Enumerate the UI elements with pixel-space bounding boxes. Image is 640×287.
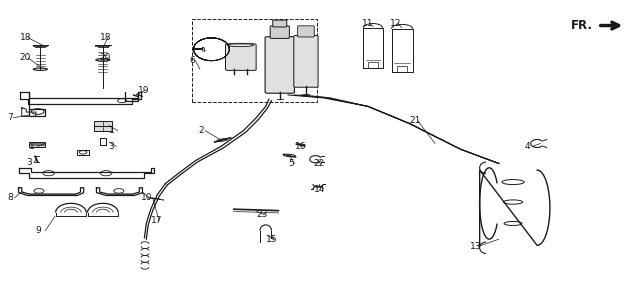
Text: 2: 2: [198, 126, 204, 135]
Text: 20: 20: [100, 53, 111, 62]
FancyBboxPatch shape: [294, 36, 318, 87]
Text: 11: 11: [362, 19, 373, 28]
Text: 19: 19: [138, 86, 150, 95]
Text: 14: 14: [314, 185, 325, 194]
Text: 1: 1: [29, 142, 35, 151]
Text: 20: 20: [20, 53, 31, 62]
Text: 6: 6: [189, 56, 195, 65]
FancyBboxPatch shape: [94, 121, 112, 125]
Text: 23: 23: [256, 210, 268, 219]
Text: 8: 8: [7, 193, 13, 202]
Text: 15: 15: [266, 235, 277, 244]
Text: 10: 10: [141, 193, 153, 202]
Text: 9: 9: [36, 226, 42, 235]
Text: 18: 18: [100, 33, 111, 42]
FancyBboxPatch shape: [225, 44, 256, 70]
Text: 3: 3: [108, 142, 114, 151]
Text: 4: 4: [524, 142, 530, 151]
Text: 3: 3: [26, 158, 32, 166]
Text: 16: 16: [294, 142, 306, 151]
FancyBboxPatch shape: [94, 126, 112, 131]
Text: 21: 21: [410, 116, 420, 125]
Text: 13: 13: [470, 242, 481, 251]
FancyBboxPatch shape: [265, 37, 294, 93]
Text: 7: 7: [7, 113, 13, 122]
Text: FR.: FR.: [571, 19, 593, 32]
FancyBboxPatch shape: [29, 142, 45, 147]
Text: 22: 22: [314, 159, 325, 168]
Text: 12: 12: [390, 19, 402, 28]
FancyBboxPatch shape: [270, 26, 289, 38]
Text: 1: 1: [109, 126, 115, 135]
Text: 17: 17: [151, 216, 163, 225]
FancyBboxPatch shape: [298, 26, 314, 37]
Text: 18: 18: [20, 33, 31, 42]
Text: 5: 5: [288, 159, 294, 168]
FancyBboxPatch shape: [273, 20, 287, 27]
